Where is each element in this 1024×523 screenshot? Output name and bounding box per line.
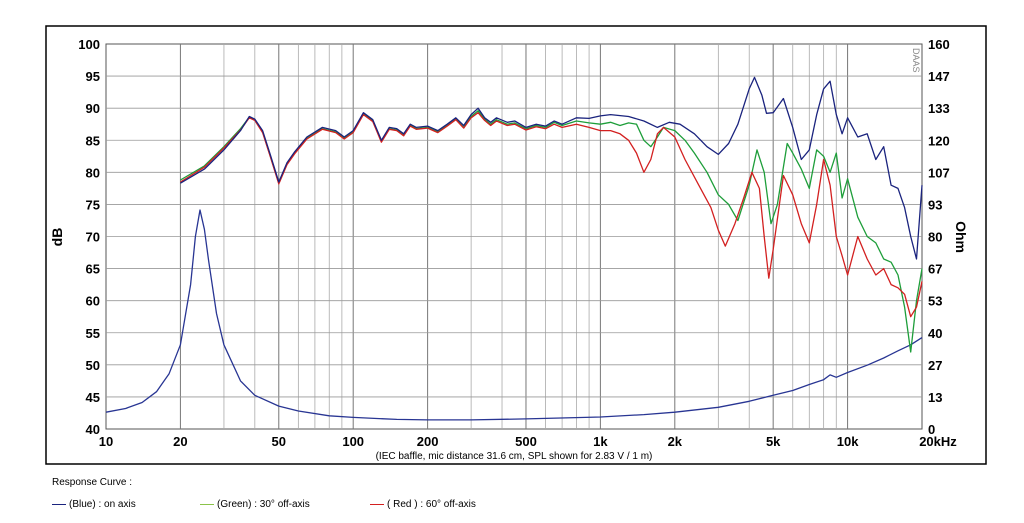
measurement-note: (IEC baffle, mic distance 31.6 cm, SPL s… bbox=[376, 451, 653, 462]
y2-tick-label: 80 bbox=[928, 230, 942, 245]
y-tick-label: 40 bbox=[86, 422, 100, 437]
y2-tick-label: 107 bbox=[928, 165, 950, 180]
x-tick-label: 5k bbox=[766, 434, 781, 449]
y2-tick-label: 67 bbox=[928, 262, 942, 277]
y2-tick-label: 53 bbox=[928, 294, 942, 309]
x-tick-label: 20 bbox=[173, 434, 187, 449]
y2-tick-label: 120 bbox=[928, 133, 950, 148]
y-tick-label: 70 bbox=[86, 230, 100, 245]
y2-tick-label: 133 bbox=[928, 101, 950, 116]
y2-tick-label: 40 bbox=[928, 326, 942, 341]
y-tick-label: 85 bbox=[86, 133, 100, 148]
series-group bbox=[105, 76, 923, 421]
chart-frame bbox=[45, 25, 987, 465]
x-tick-label: 50 bbox=[272, 434, 286, 449]
y2-tick-label: 147 bbox=[928, 69, 950, 84]
impedance-line bbox=[105, 209, 923, 421]
legend-label-green: (Green) : 30° off-axis bbox=[217, 499, 310, 510]
y2-tick-label: 160 bbox=[928, 37, 950, 52]
legend-label-red: ( Red ) : 60° off-axis bbox=[387, 499, 476, 510]
y2-tick-label: 27 bbox=[928, 358, 942, 373]
y-tick-label: 100 bbox=[78, 37, 100, 52]
y-tick-label: 80 bbox=[86, 165, 100, 180]
y2-tick-label: 0 bbox=[928, 422, 935, 437]
y-tick-label: 50 bbox=[86, 358, 100, 373]
y-tick-label: 60 bbox=[86, 294, 100, 309]
y-axis-label: dB bbox=[49, 228, 65, 247]
y-tick-label: 55 bbox=[86, 326, 100, 341]
y-tick-label: 90 bbox=[86, 101, 100, 116]
y-axis-ticks: 40 45 50 55 60 65 70 75 80 85 90 95 100 bbox=[78, 37, 100, 437]
y2-tick-label: 93 bbox=[928, 197, 942, 212]
on-axis-line bbox=[180, 76, 923, 260]
x-tick-label: 10k bbox=[837, 434, 859, 449]
grid bbox=[106, 44, 922, 429]
legend-item-blue: (Blue) : on axis bbox=[52, 499, 136, 510]
y-tick-label: 95 bbox=[86, 69, 100, 84]
y2-axis-label: Ohm bbox=[953, 221, 969, 253]
x-tick-label: 2k bbox=[668, 434, 683, 449]
off-axis-60-line bbox=[180, 112, 923, 318]
y-tick-label: 45 bbox=[86, 390, 100, 405]
x-tick-label: 100 bbox=[342, 434, 364, 449]
y2-axis-ticks: 0 13 27 40 53 67 80 93 107 120 133 147 160 bbox=[928, 37, 950, 437]
x-tick-label: 200 bbox=[417, 434, 439, 449]
legend-item-green: (Green) : 30° off-axis bbox=[200, 499, 310, 510]
legend-label-blue: (Blue) : on axis bbox=[69, 499, 136, 510]
x-axis-ticks: 10 20 50 100 200 500 1k 2k 5k 10k 20kHz bbox=[99, 434, 958, 449]
x-tick-label: 500 bbox=[515, 434, 537, 449]
legend-item-red: ( Red ) : 60° off-axis bbox=[370, 499, 476, 510]
y2-tick-label: 13 bbox=[928, 390, 942, 405]
legend-swatch-red bbox=[370, 503, 384, 505]
legend-title: Response Curve : bbox=[52, 477, 133, 488]
x-tick-label: 10 bbox=[99, 434, 113, 449]
legend-swatch-blue bbox=[52, 503, 66, 505]
x-tick-label: 1k bbox=[593, 434, 608, 449]
x-tick-label: 20kHz bbox=[919, 434, 957, 449]
watermark-logo: DAAS bbox=[911, 48, 921, 73]
y-tick-label: 75 bbox=[86, 197, 100, 212]
legend-swatch-green bbox=[200, 503, 214, 505]
y-tick-label: 65 bbox=[86, 262, 100, 277]
